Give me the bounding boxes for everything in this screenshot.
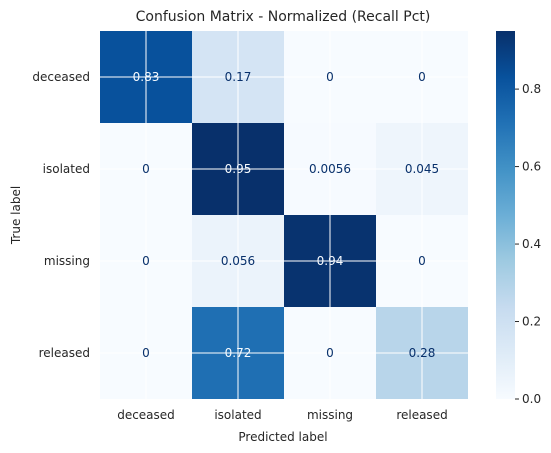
cell-value-label: 0.94	[317, 254, 344, 268]
cell-value-label: 0	[418, 254, 426, 268]
x-tick-labels: deceased isolated missing released	[117, 408, 447, 422]
cell-value-label: 0	[326, 70, 334, 84]
colorbar	[496, 31, 515, 399]
cell-value-label: 0	[418, 70, 426, 84]
y-axis-label: True label	[9, 186, 23, 245]
cell-value-label: 0	[326, 346, 334, 360]
y-tick-label: missing	[44, 254, 90, 268]
heatmap-grid	[100, 31, 468, 399]
x-tick-label: deceased	[117, 408, 175, 422]
colorbar-ticks: 0.0 0.2 0.4 0.6 0.8	[515, 82, 541, 406]
cell-value-label: 0	[142, 162, 150, 176]
x-axis-label: Predicted label	[238, 430, 327, 444]
colorbar-tick-label: 0.0	[522, 392, 541, 406]
y-tick-labels: deceased isolated missing released	[32, 70, 90, 360]
cell-value-label: 0.83	[133, 70, 160, 84]
cell-value-label: 0.28	[409, 346, 436, 360]
cell-value-label: 0.045	[405, 162, 439, 176]
cell-value-label: 0.72	[225, 346, 252, 360]
cell-value-label: 0	[142, 254, 150, 268]
cell-value-label: 0.0056	[309, 162, 351, 176]
y-tick-label: deceased	[32, 70, 90, 84]
colorbar-tick-label: 0.4	[522, 237, 541, 251]
cell-value-labels: 0.83 0.17 0 0 0 0.95 0.0056 0.045 0 0.056 0.94 0 0 0.…	[133, 70, 440, 360]
cell-value-label: 0.056	[221, 254, 255, 268]
colorbar-tick-label: 0.6	[522, 160, 541, 174]
x-tick-label: missing	[307, 408, 353, 422]
colorbar-tick-label: 0.8	[522, 82, 541, 96]
x-tick-label: isolated	[214, 408, 261, 422]
chart-title: Confusion Matrix - Normalized (Recall Pc…	[136, 9, 431, 25]
cell-value-label: 0	[142, 346, 150, 360]
heatmap-cells	[100, 31, 468, 399]
cell-value-label: 0.95	[225, 162, 252, 176]
x-tick-label: released	[396, 408, 447, 422]
y-tick-label: released	[39, 346, 90, 360]
y-tick-label: isolated	[43, 162, 90, 176]
cell-value-label: 0.17	[225, 70, 252, 84]
colorbar-tick-label: 0.2	[522, 315, 541, 329]
